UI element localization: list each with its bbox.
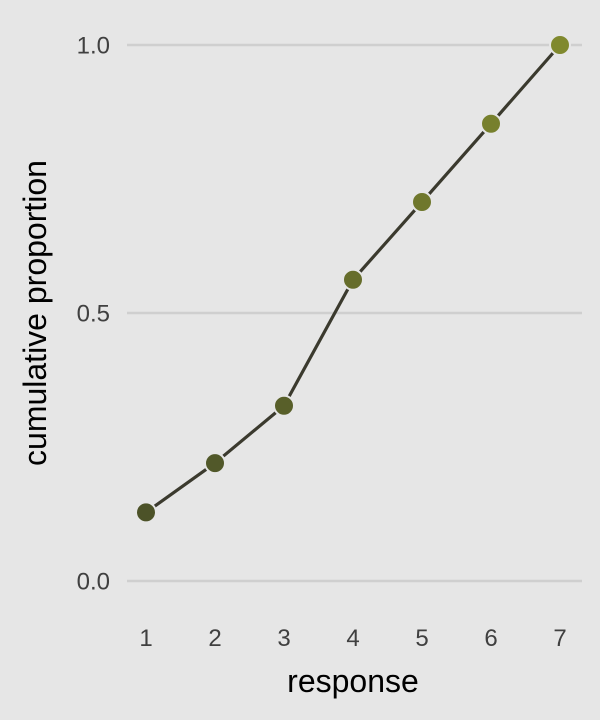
y-tick-label: 0.5 [77, 301, 110, 328]
x-tick-label: 6 [484, 625, 497, 652]
y-tick-labels: 0.0 0.5 1.0 [77, 33, 110, 596]
gridlines [127, 43, 582, 583]
data-point [342, 268, 364, 291]
data-point [204, 452, 226, 475]
data-point [135, 501, 157, 524]
x-tick-label: 3 [277, 625, 290, 652]
data-point [273, 394, 295, 417]
x-tick-label: 2 [208, 625, 221, 652]
data-point [480, 112, 502, 135]
x-tick-label: 1 [139, 625, 152, 652]
data-point [411, 191, 433, 214]
x-tick-label: 7 [553, 625, 566, 652]
y-tick-label: 0.0 [77, 569, 110, 596]
series-points [135, 34, 571, 524]
data-point [549, 34, 571, 56]
y-axis-title: cumulative proportion [17, 160, 53, 466]
x-tick-labels: 1 2 3 4 5 6 7 [139, 625, 566, 652]
x-tick-label: 5 [415, 625, 428, 652]
x-axis-title: response [287, 663, 419, 699]
y-tick-label: 1.0 [77, 33, 110, 60]
x-tick-label: 4 [346, 625, 359, 652]
